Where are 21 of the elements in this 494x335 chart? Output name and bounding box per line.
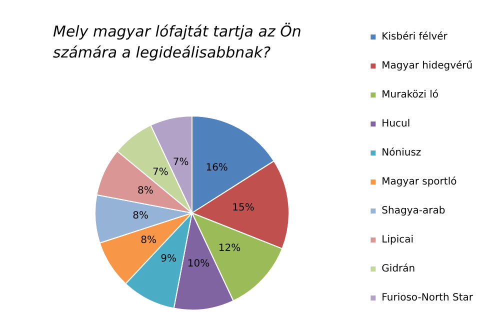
data-label: 8%: [132, 210, 149, 222]
chart-title: Mely magyar lófajtát tartja az Ön számára a legideálisabbnak?: [53, 22, 306, 62]
legend-label: Magyar sportló: [382, 176, 457, 188]
legend-label: Shagya-arab: [382, 206, 446, 216]
data-label: 9%: [160, 253, 177, 264]
data-label: 15%: [232, 202, 254, 214]
legend-label: Kisbéri félvér: [382, 32, 448, 42]
data-label: 12%: [218, 242, 241, 254]
legend-label: Lipicai: [382, 234, 414, 246]
legend-label: Magyar hidegvérű: [382, 60, 473, 72]
data-label: 8%: [137, 186, 154, 197]
data-label: 8%: [140, 235, 156, 246]
data-label: 7%: [152, 166, 168, 178]
legend-label: Hucul: [382, 118, 410, 130]
data-label: 16%: [206, 162, 228, 174]
legend-label: Gidrán: [382, 264, 416, 274]
legend-label: Nóniusz: [382, 148, 422, 158]
data-label: 7%: [172, 157, 189, 168]
data-label: 10%: [187, 258, 210, 270]
legend-label: Muraközi ló: [382, 90, 439, 100]
legend-label: Furioso-North Star: [382, 292, 474, 304]
